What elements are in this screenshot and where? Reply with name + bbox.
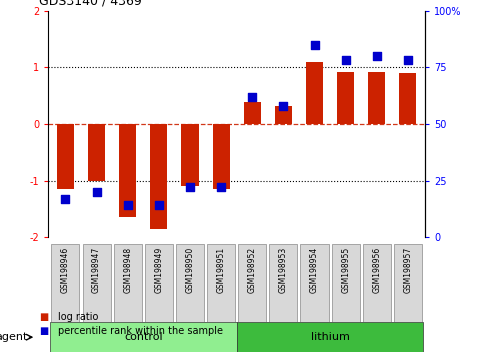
Point bbox=[280, 103, 287, 109]
Text: GSM198957: GSM198957 bbox=[403, 247, 412, 293]
FancyBboxPatch shape bbox=[237, 322, 424, 352]
Point bbox=[311, 42, 318, 47]
Bar bbox=[244, 102, 261, 124]
FancyBboxPatch shape bbox=[145, 244, 173, 322]
Point bbox=[248, 94, 256, 99]
Text: GSM198952: GSM198952 bbox=[248, 247, 257, 293]
Bar bbox=[368, 72, 385, 124]
Bar bbox=[88, 124, 105, 181]
Point bbox=[155, 202, 163, 208]
Text: log ratio: log ratio bbox=[58, 312, 99, 322]
Bar bbox=[119, 124, 136, 217]
Text: GSM198946: GSM198946 bbox=[61, 247, 70, 293]
FancyBboxPatch shape bbox=[363, 244, 391, 322]
Text: GSM198950: GSM198950 bbox=[185, 247, 195, 293]
Text: GSM198948: GSM198948 bbox=[123, 247, 132, 293]
Text: ■: ■ bbox=[39, 326, 48, 336]
FancyBboxPatch shape bbox=[114, 244, 142, 322]
Text: GDS3140 / 4369: GDS3140 / 4369 bbox=[39, 0, 142, 7]
Bar bbox=[213, 124, 229, 189]
Bar bbox=[182, 124, 199, 186]
Text: GSM198955: GSM198955 bbox=[341, 247, 350, 293]
FancyBboxPatch shape bbox=[394, 244, 422, 322]
Text: GSM198954: GSM198954 bbox=[310, 247, 319, 293]
Text: GSM198951: GSM198951 bbox=[216, 247, 226, 293]
Point bbox=[93, 189, 100, 195]
Bar bbox=[306, 62, 323, 124]
FancyBboxPatch shape bbox=[176, 244, 204, 322]
Point bbox=[186, 184, 194, 190]
Text: control: control bbox=[124, 332, 163, 342]
FancyBboxPatch shape bbox=[50, 322, 237, 352]
Text: agent: agent bbox=[0, 332, 28, 342]
Point bbox=[342, 58, 350, 63]
Text: lithium: lithium bbox=[311, 332, 350, 342]
FancyBboxPatch shape bbox=[238, 244, 266, 322]
FancyBboxPatch shape bbox=[51, 244, 79, 322]
Point bbox=[61, 196, 69, 201]
FancyBboxPatch shape bbox=[83, 244, 111, 322]
Point bbox=[373, 53, 381, 59]
FancyBboxPatch shape bbox=[207, 244, 235, 322]
Bar bbox=[275, 106, 292, 124]
Point bbox=[217, 184, 225, 190]
FancyBboxPatch shape bbox=[270, 244, 298, 322]
Text: GSM198956: GSM198956 bbox=[372, 247, 381, 293]
Bar bbox=[337, 72, 354, 124]
Text: GSM198947: GSM198947 bbox=[92, 247, 101, 293]
Point bbox=[404, 58, 412, 63]
Point bbox=[124, 202, 131, 208]
Bar bbox=[150, 124, 168, 229]
Text: ■: ■ bbox=[39, 312, 48, 322]
FancyBboxPatch shape bbox=[332, 244, 360, 322]
Bar bbox=[399, 73, 416, 124]
FancyBboxPatch shape bbox=[300, 244, 328, 322]
Text: percentile rank within the sample: percentile rank within the sample bbox=[58, 326, 223, 336]
Text: GSM198953: GSM198953 bbox=[279, 247, 288, 293]
Bar bbox=[57, 124, 74, 189]
Text: GSM198949: GSM198949 bbox=[155, 247, 163, 293]
